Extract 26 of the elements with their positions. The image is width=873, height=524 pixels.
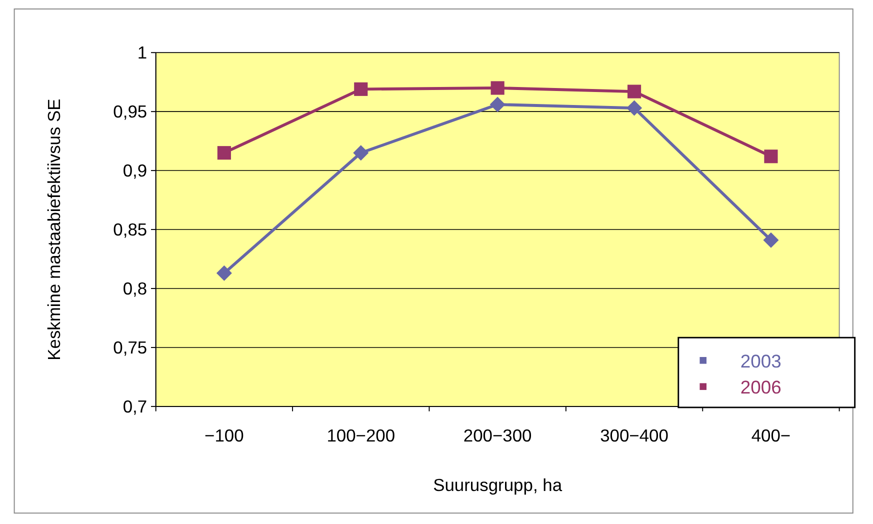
y-tick-label: 1: [137, 42, 148, 63]
y-axis-title: Keskmine mastaabiefektiivsus SE: [44, 98, 64, 360]
x-tick-label: 300−400: [600, 425, 669, 446]
x-tick-label: 100−200: [326, 425, 396, 446]
point: [764, 150, 778, 164]
x-tick-label: 200−300: [463, 425, 532, 446]
point: [490, 81, 504, 95]
y-tick-label: 0,9: [122, 160, 148, 181]
point: [763, 232, 779, 248]
y-tick-label: 0,75: [113, 338, 148, 358]
point: [216, 265, 232, 281]
point: [353, 145, 369, 161]
y-tick-label: 0,7: [122, 396, 148, 417]
legend-label: 2003: [740, 350, 782, 372]
x-axis-title: Suurusgrupp, ha: [433, 474, 562, 495]
y-tick-label: 0,8: [122, 278, 148, 299]
point: [217, 146, 231, 160]
point: [626, 100, 642, 116]
x-tick-label: −100: [204, 425, 244, 446]
x-tick-label: 400−: [751, 425, 791, 446]
y-tick-label: 0,95: [113, 102, 148, 122]
point: [490, 96, 506, 112]
y-tick-label: 0,85: [113, 220, 148, 240]
legend-label: 2006: [740, 376, 782, 398]
point: [627, 84, 642, 98]
point: [354, 82, 368, 96]
